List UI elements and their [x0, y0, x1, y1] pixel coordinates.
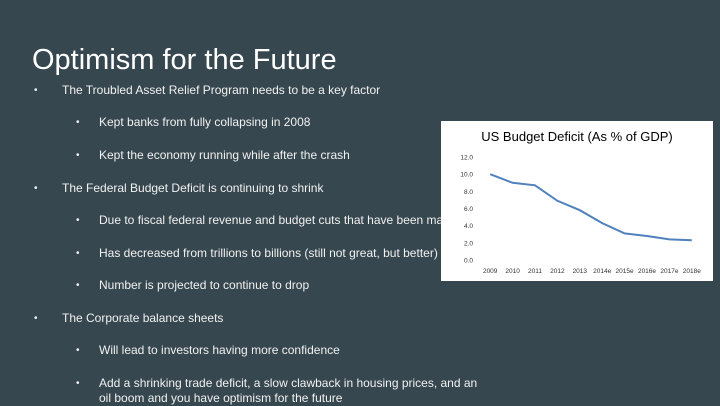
sub-bullet-marker: •: [76, 150, 80, 161]
bullet-tarp: The Troubled Asset Relief Program needs …: [62, 83, 381, 97]
y-tick-label: 2.0: [464, 240, 473, 247]
sub-bullet-projected: Number is projected to continue to drop: [99, 278, 310, 292]
y-tick-label: 4.0: [464, 223, 473, 230]
x-tick-label: 2012: [550, 268, 565, 275]
y-tick-label: 0.0: [464, 258, 473, 265]
bullet-corporate: The Corporate balance sheets: [62, 311, 224, 325]
bullet-deficit: The Federal Budget Deficit is continuing…: [62, 181, 324, 195]
sub-bullet-marker: •: [76, 280, 80, 291]
sub-bullet-marker: •: [76, 345, 80, 356]
x-tick-label: 2009: [483, 268, 498, 275]
x-tick-label: 2010: [505, 268, 520, 275]
bullet-marker: •: [34, 183, 38, 194]
x-tick-label: 2013: [573, 268, 588, 275]
sub-bullet-decreased: Has decreased from trillions to billions…: [99, 246, 438, 260]
y-tick-label: 8.0: [464, 189, 473, 196]
y-tick-label: 10.0: [460, 172, 473, 179]
sub-bullet-investors: Will lead to investors having more confi…: [99, 343, 340, 357]
sub-bullet-marker: •: [76, 248, 80, 259]
x-tick-label: 2018e: [683, 268, 701, 275]
y-tick-label: 12.0: [460, 155, 473, 162]
slide-title: Optimism for the Future: [32, 44, 337, 76]
y-tick-label: 6.0: [464, 206, 473, 213]
x-tick-label: 2014e: [593, 268, 611, 275]
x-tick-label: 2016e: [638, 268, 656, 275]
sub-bullet-marker: •: [76, 117, 80, 128]
x-tick-label: 2011: [528, 268, 542, 275]
sub-bullet-marker: •: [76, 378, 80, 389]
sub-bullet-marker: •: [76, 215, 80, 226]
sub-bullet-banks: Kept banks from fully collapsing in 2008: [99, 115, 311, 129]
series-line: [489, 173, 692, 242]
chart-title: US Budget Deficit (As % of GDP): [481, 129, 672, 144]
sub-bullet-fiscal: Due to fiscal federal revenue and budget…: [99, 213, 444, 227]
x-tick-label: 2017e: [660, 268, 678, 275]
budget-deficit-chart-svg: US Budget Deficit (As % of GDP) 12.0 10.0…: [460, 129, 701, 275]
sub-bullet-economy: Kept the economy running while after the…: [99, 148, 350, 162]
sub-bullet-optimism: Add a shrinking trade deficit, a slow cl…: [99, 376, 478, 405]
budget-deficit-chart: US Budget Deficit (As % of GDP) 12.0 10.0…: [441, 121, 713, 281]
bullet-marker: •: [34, 313, 38, 324]
x-tick-label: 2015e: [616, 268, 634, 275]
bullet-marker: •: [34, 85, 38, 96]
